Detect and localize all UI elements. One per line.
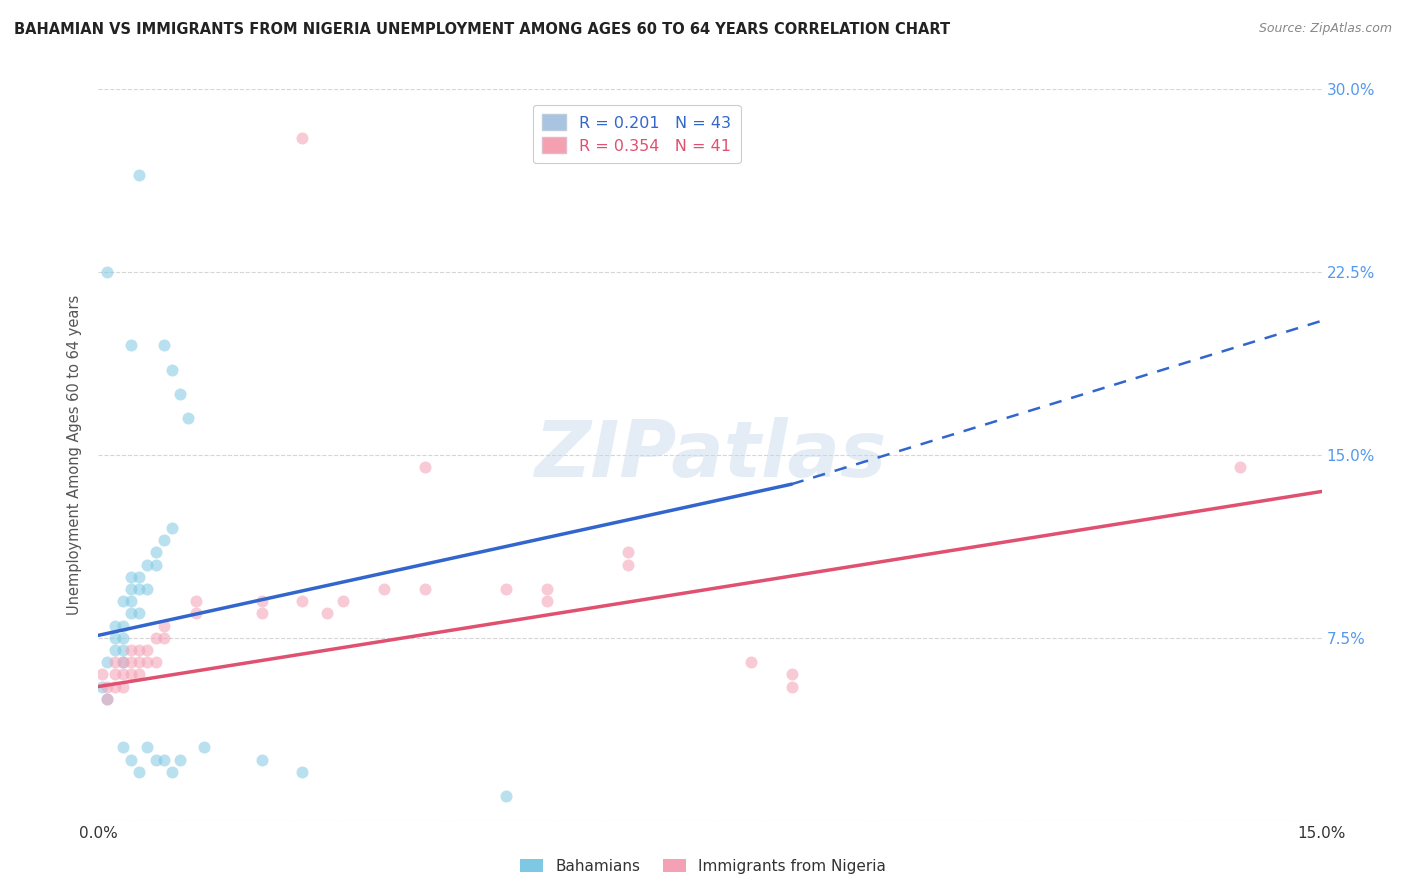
Y-axis label: Unemployment Among Ages 60 to 64 years: Unemployment Among Ages 60 to 64 years [67,294,83,615]
Point [250,607,273,621]
Point [250,594,273,608]
Point [186,607,208,621]
Text: ZIPatlas: ZIPatlas [534,417,886,493]
Point [250,753,273,767]
Point [120,607,142,621]
Point [177,411,200,425]
Point [145,753,167,767]
Point [152,533,174,548]
Point [111,655,134,669]
Point [145,631,167,645]
Point [495,582,517,596]
Point [160,521,183,535]
Point [91,667,114,681]
Point [96,680,118,694]
Point [291,764,314,779]
Point [740,655,762,669]
Legend: R = 0.201   N = 43, R = 0.354   N = 41: R = 0.201 N = 43, R = 0.354 N = 41 [533,104,741,163]
Point [315,607,337,621]
Point [152,338,174,352]
Point [128,607,150,621]
Point [169,387,191,401]
Point [617,545,640,559]
Point [291,131,314,145]
Point [145,545,167,559]
Point [136,643,159,657]
Point [111,655,134,669]
Point [136,582,159,596]
Legend: Bahamians, Immigrants from Nigeria: Bahamians, Immigrants from Nigeria [513,853,893,880]
Point [111,680,134,694]
Point [291,594,314,608]
Point [128,655,150,669]
Point [152,631,174,645]
Point [617,558,640,572]
Point [104,667,127,681]
Point [120,594,142,608]
Point [120,655,142,669]
Point [111,643,134,657]
Point [111,618,134,632]
Point [136,558,159,572]
Point [120,570,142,584]
Point [413,460,436,475]
Point [160,362,183,376]
Point [120,667,142,681]
Point [780,667,803,681]
Point [120,643,142,657]
Point [536,582,558,596]
Point [111,667,134,681]
Point [104,643,127,657]
Point [136,740,159,755]
Point [128,667,150,681]
Point [91,680,114,694]
Point [145,558,167,572]
Text: Source: ZipAtlas.com: Source: ZipAtlas.com [1258,22,1392,36]
Point [104,618,127,632]
Point [104,680,127,694]
Point [495,789,517,804]
Point [193,740,215,755]
Point [120,582,142,596]
Point [111,594,134,608]
Point [128,168,150,182]
Point [128,570,150,584]
Point [128,582,150,596]
Point [145,655,167,669]
Text: BAHAMIAN VS IMMIGRANTS FROM NIGERIA UNEMPLOYMENT AMONG AGES 60 TO 64 YEARS CORRE: BAHAMIAN VS IMMIGRANTS FROM NIGERIA UNEM… [14,22,950,37]
Point [160,764,183,779]
Point [152,618,174,632]
Point [104,631,127,645]
Point [373,582,395,596]
Point [780,680,803,694]
Point [111,631,134,645]
Point [413,582,436,596]
Point [1229,460,1251,475]
Point [96,265,118,279]
Point [111,740,134,755]
Point [120,753,142,767]
Point [104,655,127,669]
Point [186,594,208,608]
Point [332,594,354,608]
Point [152,753,174,767]
Point [96,691,118,706]
Point [128,643,150,657]
Point [120,338,142,352]
Point [96,691,118,706]
Point [128,764,150,779]
Point [169,753,191,767]
Point [536,594,558,608]
Point [96,655,118,669]
Point [136,655,159,669]
